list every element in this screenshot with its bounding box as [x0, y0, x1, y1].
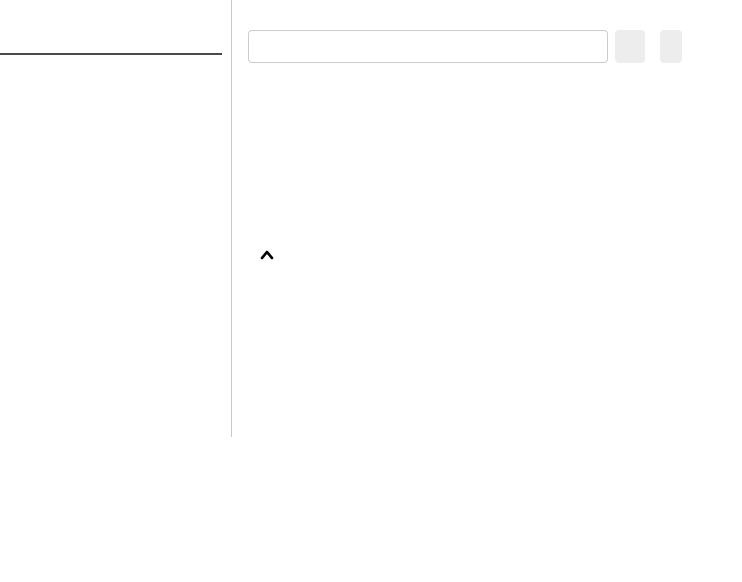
amount-column-header — [561, 244, 644, 267]
register-header-row — [248, 244, 737, 267]
search-input[interactable] — [248, 30, 608, 63]
balance-column-header — [644, 244, 737, 267]
sidebar — [0, 0, 232, 437]
tofrom-column-header — [449, 244, 561, 267]
accounts-balance-table — [0, 46, 222, 59]
accounts-total-row — [0, 53, 222, 59]
chart-canvas — [248, 85, 742, 227]
account-column-header — [0, 46, 140, 54]
register-table — [248, 244, 737, 267]
sort-ascending-icon — [260, 247, 274, 265]
balance-column-header — [140, 46, 222, 54]
date-column-header[interactable] — [248, 244, 345, 267]
search-box — [248, 30, 608, 63]
search-button[interactable] — [615, 30, 645, 63]
page — [0, 0, 742, 437]
search-help-button[interactable] — [660, 30, 682, 63]
accounts-header-row — [0, 46, 222, 54]
accounts-total-balance — [140, 53, 222, 59]
description-column-header — [345, 244, 449, 267]
historical-balance-chart — [248, 85, 742, 227]
search-form — [248, 30, 742, 63]
main-content — [248, 0, 742, 437]
